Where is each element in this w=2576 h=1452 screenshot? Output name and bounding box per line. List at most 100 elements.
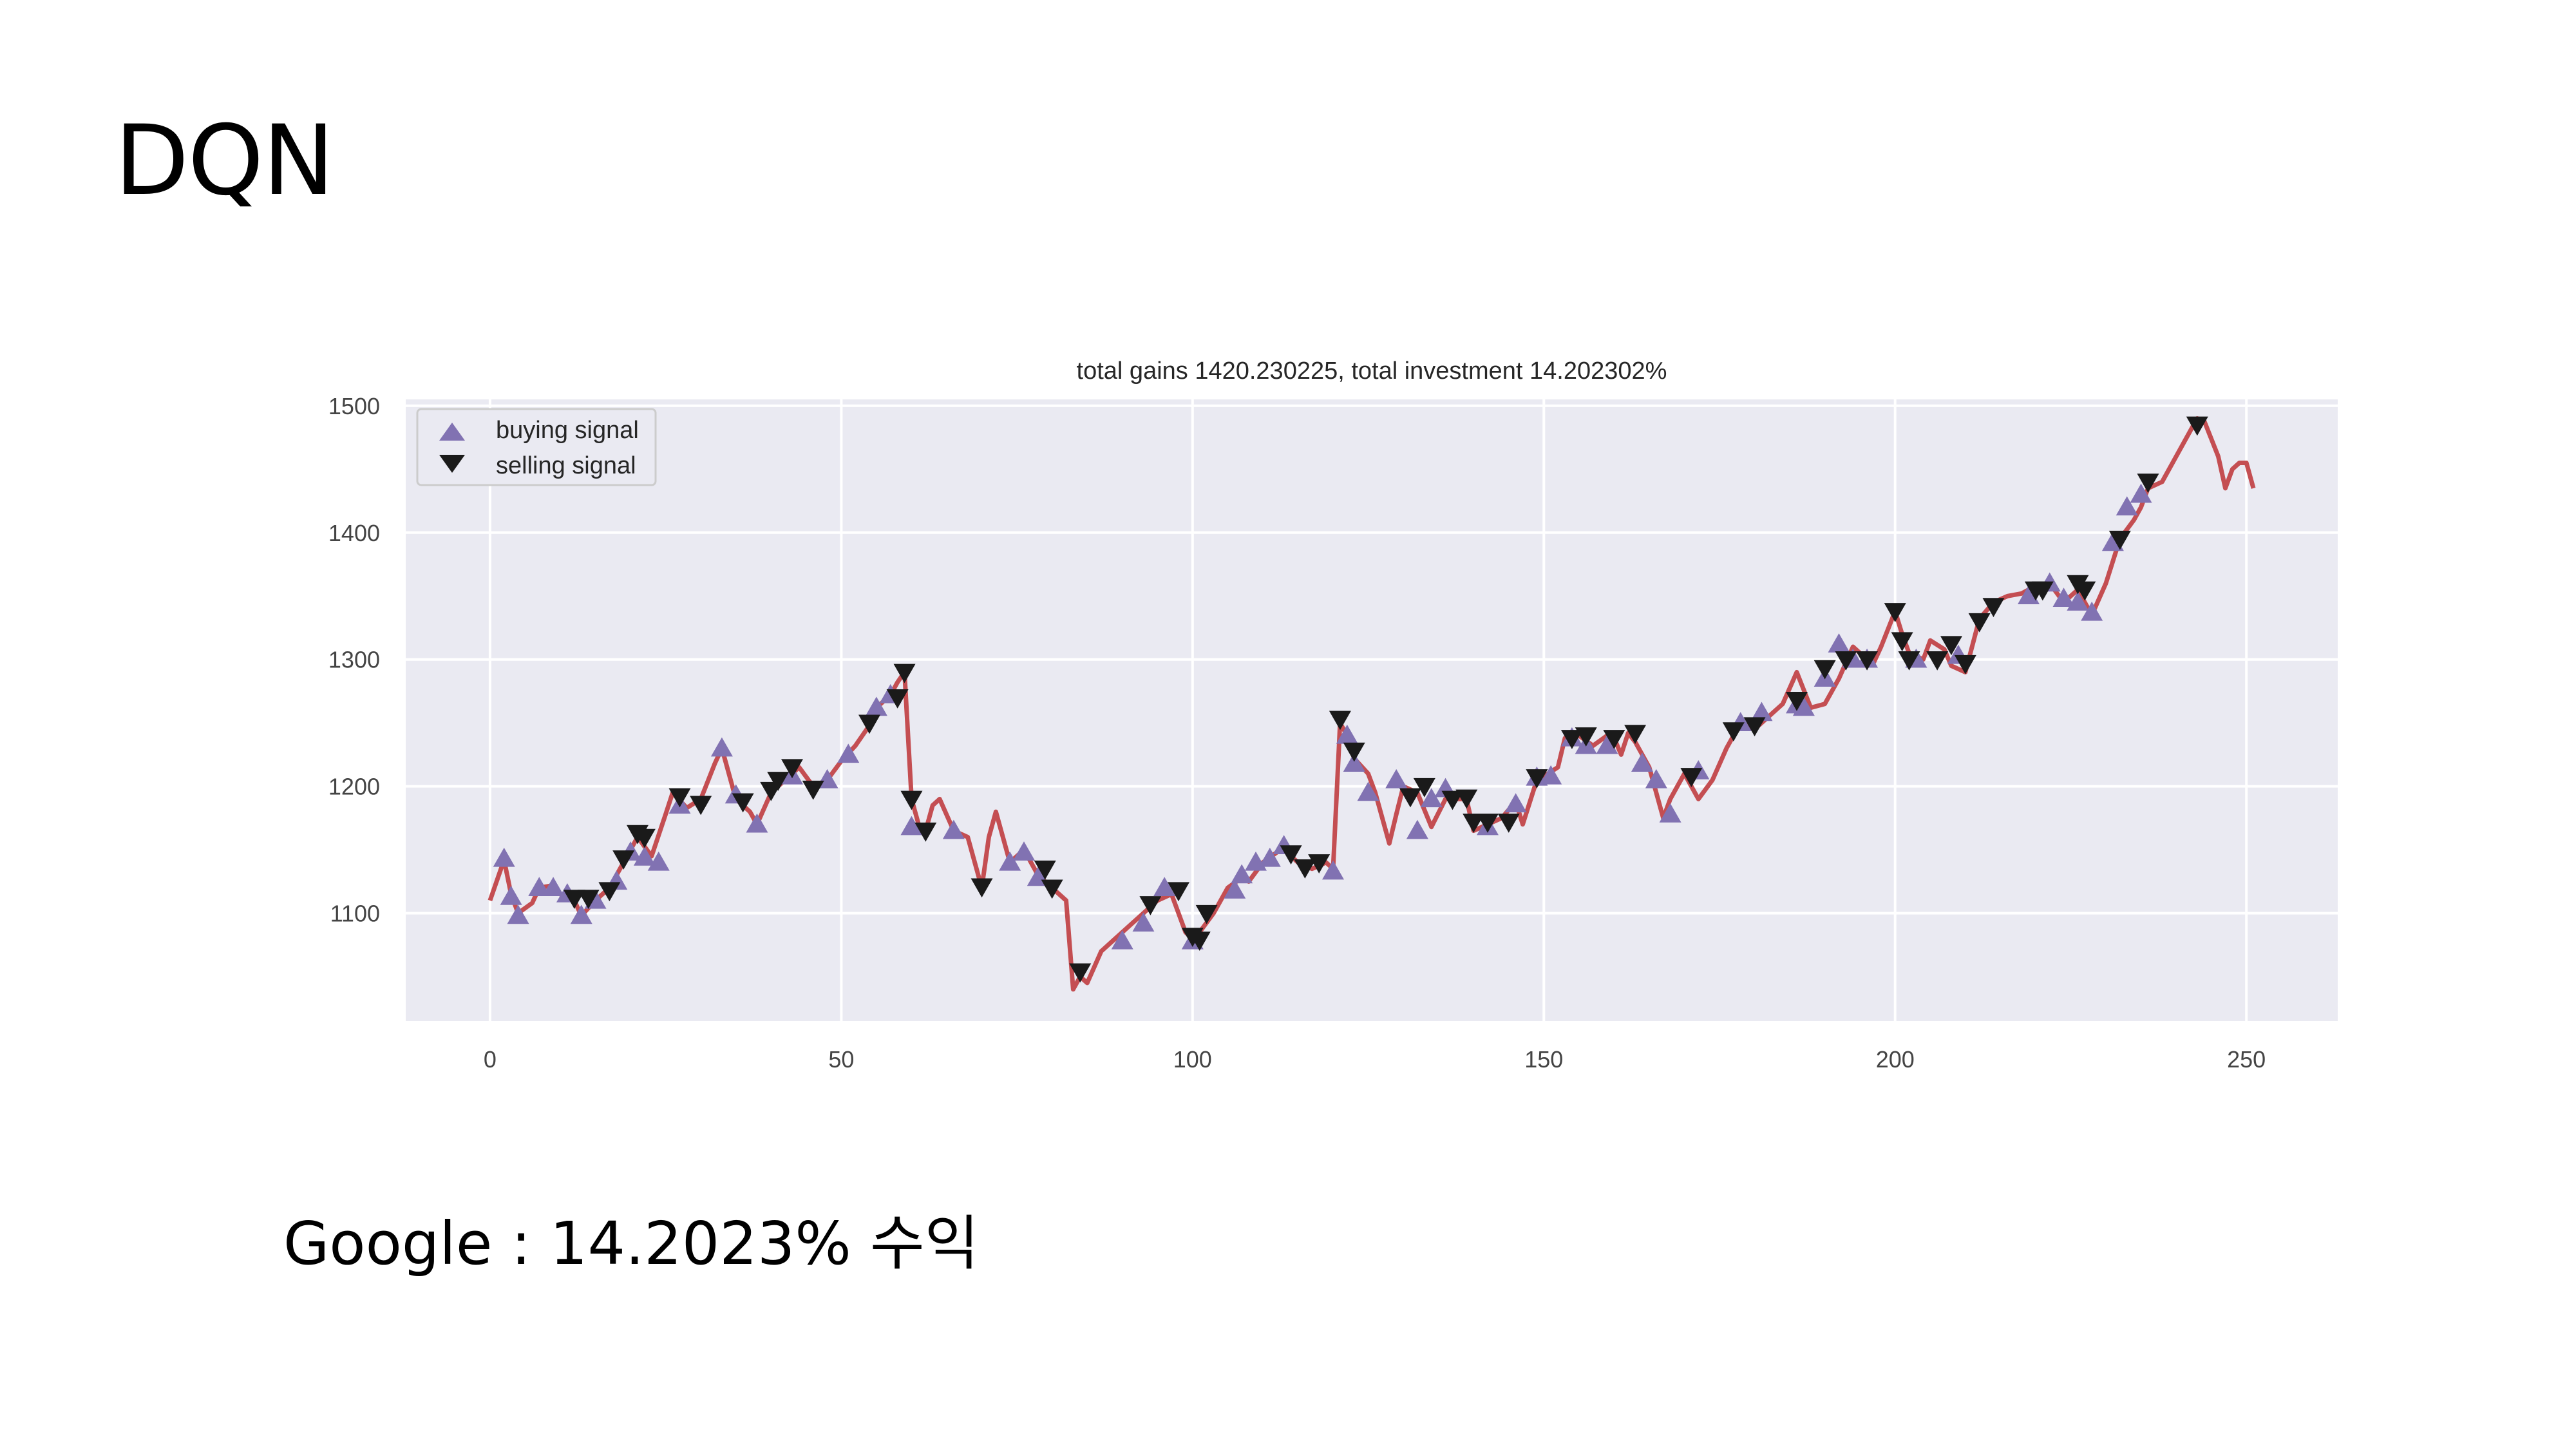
legend-box (416, 408, 657, 486)
slide-caption: Google : 14.2023% 수익 (283, 1209, 980, 1278)
x-tick-label: 250 (2227, 1046, 2266, 1073)
sell-signal-marker (1856, 651, 1879, 671)
sell-signal-layer (563, 416, 2208, 983)
sell-signal-marker (1139, 896, 1162, 915)
buy-signal-marker (1750, 702, 1773, 721)
sell-signal-marker (1891, 632, 1913, 652)
buy-signal-marker (1224, 879, 1246, 899)
buy-signal-marker (865, 696, 887, 716)
sell-signal-marker (858, 714, 880, 734)
sell-signal-marker (563, 890, 585, 909)
sell-signal-marker (1526, 769, 1548, 788)
sell-signal-marker (886, 689, 909, 709)
buy-signal-marker (1792, 696, 1815, 716)
sell-signal-marker (1968, 613, 1991, 633)
tick-labels: 0 50 100 150 200 250 1100 1200 1300 1400 1500 (328, 393, 2266, 1073)
buy-signal-marker (528, 877, 551, 896)
sell-signal-marker (1786, 691, 1808, 711)
buy-signal-marker (647, 851, 670, 871)
x-tick-label: 50 (828, 1046, 854, 1073)
sell-signal-marker (781, 759, 803, 779)
buy-signal-marker (493, 847, 515, 867)
sell-signal-marker (1034, 860, 1056, 880)
sell-signal-marker (802, 780, 824, 800)
sell-signal-marker (1463, 814, 1485, 833)
sell-signal-marker (767, 772, 790, 791)
sell-signal-marker (1195, 904, 1218, 924)
x-tick-label: 200 (1876, 1046, 1915, 1073)
sell-signal-marker (1575, 727, 1597, 747)
buy-signal-marker (1385, 769, 1408, 788)
legend: buying signal selling signal (416, 408, 657, 486)
buy-signal-marker (542, 877, 565, 896)
buy-signal-marker (1406, 819, 1428, 839)
sell-signal-marker (1477, 814, 1499, 833)
sell-signal-marker (1722, 722, 1745, 742)
sell-signal-marker (1560, 730, 1583, 749)
buy-signal-marker (1596, 734, 1618, 754)
sell-signal-marker (1624, 725, 1647, 744)
buy-signal-marker (633, 846, 656, 866)
buy-signal-marker (1343, 752, 1365, 772)
sell-signal-marker (1603, 730, 1625, 749)
buy-signal-marker (837, 743, 860, 763)
buy-signal-marker (1357, 781, 1379, 801)
buy-signal-marker (1420, 788, 1443, 808)
sell-signal-marker (1441, 790, 1464, 810)
sell-signal-marker (1168, 882, 1189, 902)
buy-signal-marker (999, 851, 1021, 871)
sell-signal-marker (1814, 660, 1836, 680)
buy-signal-marker (2052, 587, 2075, 607)
sell-signal-marker (668, 788, 691, 808)
y-tick-label: 1100 (330, 901, 380, 927)
sell-signal-marker (1884, 603, 1906, 622)
buy-signal-marker (1111, 930, 1133, 950)
buy-signal-marker (2018, 585, 2040, 605)
sell-signal-marker (577, 890, 600, 909)
sell-signal-marker (2186, 416, 2208, 436)
buy-signal-marker (942, 819, 965, 839)
buy-signal-marker (2067, 591, 2089, 611)
buy-signal-marker (1132, 912, 1155, 932)
buy-signal-marker (500, 886, 522, 905)
sell-signal-marker (612, 850, 635, 870)
sell-signal-marker (1835, 651, 1857, 671)
y-tick-label: 1500 (328, 393, 380, 419)
sell-signal-marker (2074, 581, 2096, 601)
buy-signal-marker (1336, 724, 1358, 744)
sell-signal-marker (1294, 859, 1316, 879)
buy-signal-marker (710, 737, 733, 757)
sell-signal-marker (1399, 788, 1421, 808)
buy-signal-marker (1231, 864, 1253, 884)
chart-title: total gains 1420.230225, total investmen… (1077, 358, 1667, 385)
sell-signal-marker (2108, 530, 2131, 550)
plot-area (406, 399, 2338, 1021)
buy-signal-marker (570, 904, 592, 924)
buy-signal-marker (1322, 860, 1344, 880)
sell-signal-marker (1982, 598, 2005, 618)
buy-signal-marker (2130, 483, 2152, 503)
sell-signal-marker (1926, 651, 1949, 671)
y-tick-label: 1300 (328, 647, 380, 673)
sell-signal-marker (1329, 711, 1351, 731)
sell-signal-marker (1680, 768, 1703, 787)
sell-signal-marker (1455, 789, 1478, 809)
legend-buy-label: buying signal (496, 417, 639, 444)
sell-signal-marker (893, 664, 916, 683)
sell-signal-marker (633, 828, 656, 848)
sell-signal-marker (1280, 845, 1302, 865)
buy-signal-marker (2116, 496, 2138, 516)
x-tick-label: 0 (484, 1046, 497, 1073)
buy-signal-marker (746, 813, 768, 833)
sell-signal-marker (1954, 654, 1976, 674)
sell-signal-marker (1413, 778, 1435, 798)
sell-signal-marker (1041, 879, 1063, 899)
buy-signal-marker (1013, 841, 1035, 861)
sell-signal-marker (1940, 636, 1962, 656)
buy-signal-marker (1540, 765, 1562, 785)
buy-signal-marker (900, 816, 923, 836)
sell-signal-marker (1743, 717, 1766, 737)
x-tick-label: 150 (1524, 1046, 1563, 1073)
y-tick-label: 1400 (328, 520, 380, 546)
